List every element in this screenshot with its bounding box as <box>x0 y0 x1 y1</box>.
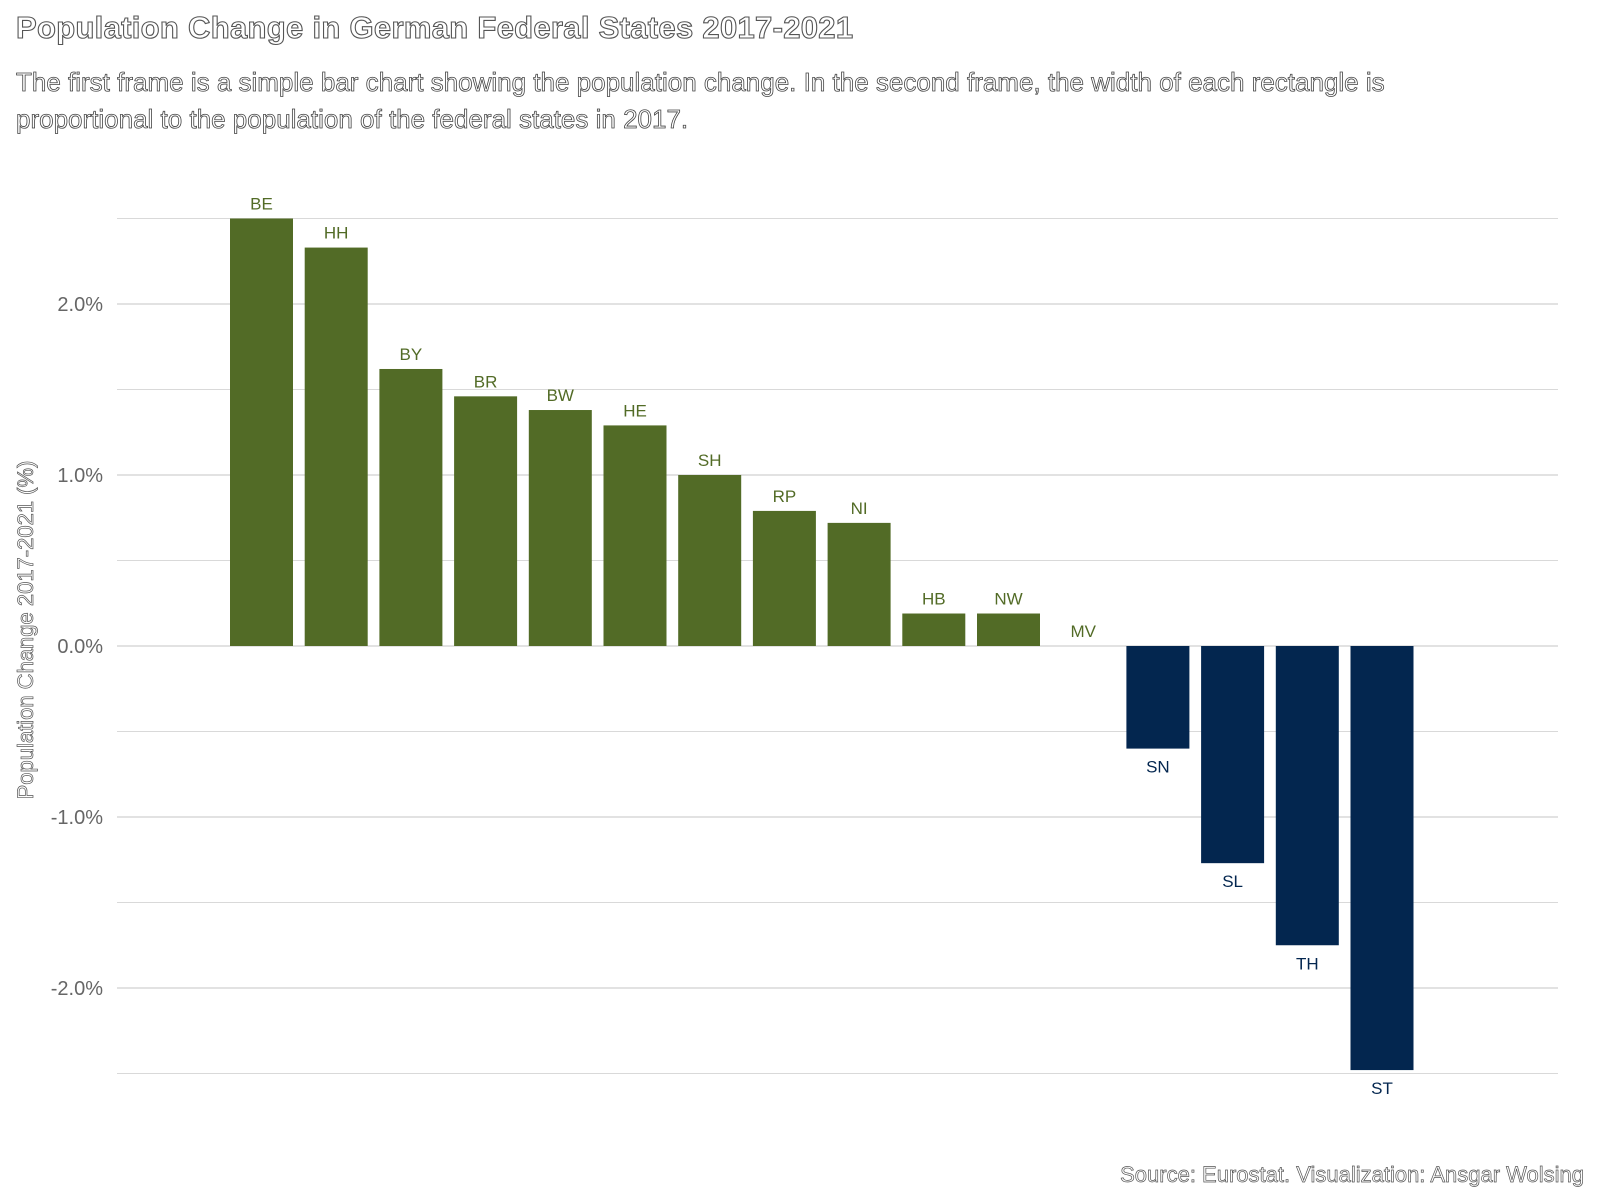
bar-st <box>1350 646 1414 1071</box>
bar-sl <box>1201 646 1265 864</box>
chart-subtitle: The first frame is a simple bar chart sh… <box>16 67 1385 135</box>
y-tick-label: -1.0% <box>51 807 103 829</box>
bar-label-sn: SN <box>1146 758 1170 777</box>
bar-label-th: TH <box>1296 954 1319 973</box>
chart-title: Population Change in German Federal Stat… <box>15 9 854 45</box>
bar-rp <box>752 510 816 646</box>
bar-bw <box>528 410 592 646</box>
bar-label-mv: MV <box>1070 622 1096 641</box>
bar-hh <box>304 247 368 646</box>
bar-label-he: HE <box>623 401 647 420</box>
bar-label-bw: BW <box>547 386 574 405</box>
bar-label-by: BY <box>400 345 423 364</box>
bar-he <box>603 425 667 646</box>
bar-hb <box>902 613 966 646</box>
y-tick-label: 0.0% <box>57 636 103 658</box>
bar-be <box>230 218 293 646</box>
bar-nw <box>977 613 1040 646</box>
bar-label-rp: RP <box>773 487 797 506</box>
bar-labels: BE HH BY BR BW HE SH RP NI HB NW MV SN SL TH ST <box>250 195 1393 1099</box>
bar-label-sl: SL <box>1222 872 1243 891</box>
y-tick-label: 2.0% <box>57 294 103 316</box>
bar-label-ni: NI <box>851 499 868 518</box>
bar-by <box>379 368 443 646</box>
bar-label-st: ST <box>1371 1079 1393 1098</box>
y-axis-label: Population Change 2017-2021 (%) <box>13 461 38 800</box>
bar-label-hh: HH <box>324 224 349 243</box>
source-caption: Source: Eurostat. Visualization: Ansgar … <box>1120 1162 1585 1188</box>
bars <box>230 218 1414 1071</box>
y-tick-label: 1.0% <box>57 465 103 487</box>
bar-th <box>1275 646 1339 946</box>
y-axis-ticks: -2.0% -1.0% 0.0% 1.0% 2.0% <box>51 294 103 1000</box>
bar-label-nw: NW <box>994 590 1022 609</box>
bar-label-br: BR <box>474 372 498 391</box>
bar-ni <box>827 522 891 646</box>
bar-br <box>454 396 518 646</box>
bar-label-hb: HB <box>922 590 946 609</box>
bar-sh <box>678 475 742 646</box>
bar-label-sh: SH <box>698 451 722 470</box>
y-tick-label: -2.0% <box>51 978 103 1000</box>
bar-label-be: BE <box>250 195 273 214</box>
bar-sn <box>1126 646 1190 749</box>
